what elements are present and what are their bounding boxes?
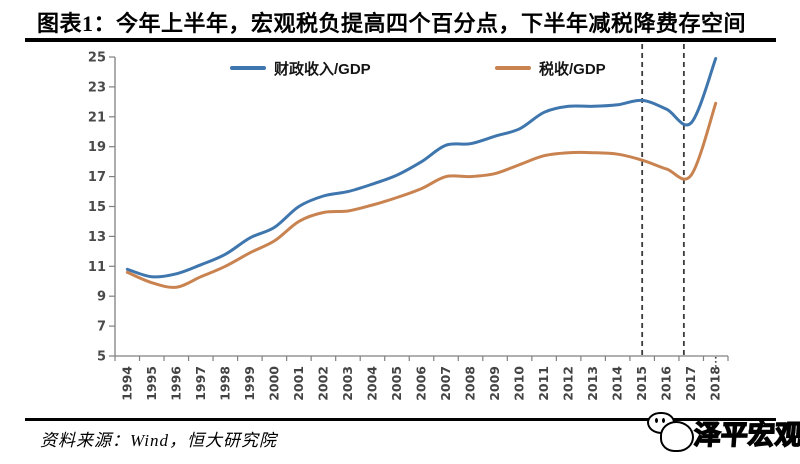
title-divider — [25, 38, 776, 42]
x-axis-label: 2006 — [414, 366, 429, 401]
legend-item-fiscal-revenue: 财政收入/GDP — [230, 60, 371, 78]
x-axis-label: 2007 — [438, 366, 453, 401]
x-axis-label: 1999 — [242, 366, 257, 401]
x-axis-label: 2011 — [536, 366, 551, 401]
y-axis-label: 25 — [88, 51, 106, 66]
y-axis-label: 17 — [88, 170, 106, 185]
mascot-icon — [647, 412, 694, 454]
x-axis-label: 2016 — [659, 366, 674, 401]
y-axis-label: 19 — [88, 140, 106, 155]
y-axis-label: 23 — [88, 80, 106, 95]
y-axis-label: 11 — [88, 260, 106, 275]
y-axis-label: 15 — [88, 200, 106, 215]
mascot-body-icon — [660, 421, 694, 452]
x-axis-label: 1998 — [217, 366, 232, 401]
x-axis-label: 2001 — [291, 366, 306, 401]
x-axis-label: 2008 — [463, 366, 478, 401]
legend-line-swatch-tax — [495, 66, 531, 70]
x-axis-label: 2010 — [512, 366, 527, 401]
y-axis-label: 7 — [97, 320, 106, 335]
series-line-fiscal-revenue — [125, 57, 718, 279]
y-axis-label: 9 — [97, 290, 106, 305]
series-line-tax — [125, 101, 718, 289]
x-axis-label: 2004 — [364, 366, 379, 401]
footer-divider — [25, 418, 776, 421]
figure-title: 图表1：今年上半年，宏观税负提高四个百分点，下半年减税降费存空间 — [37, 11, 747, 36]
x-axis-label: 2005 — [389, 366, 404, 401]
x-axis-label: 1997 — [193, 366, 208, 401]
brand-watermark: 泽平宏观 — [645, 406, 800, 458]
x-axis-label: 2002 — [315, 366, 330, 401]
legend-line-swatch-fiscal-revenue — [230, 66, 266, 70]
x-axis-label: 2015 — [634, 366, 649, 401]
x-axis-label: 2018 — [708, 366, 723, 401]
legend-label-fiscal-revenue: 财政收入/GDP — [274, 60, 371, 78]
legend-label-tax: 税收/GDP — [539, 60, 606, 78]
x-axis-label: 2003 — [340, 366, 355, 401]
x-axis-label: 2014 — [610, 366, 625, 401]
x-axis-label: 2009 — [487, 366, 502, 401]
source-note: 资料来源：Wind，恒大研究院 — [40, 431, 277, 450]
y-axis-label: 21 — [88, 110, 106, 125]
y-axis-label: 5 — [97, 350, 106, 365]
x-axis-label: 2017 — [683, 366, 698, 401]
x-axis-label: 2013 — [585, 366, 600, 401]
x-axis-label: 1995 — [144, 366, 159, 401]
x-axis-label: 2000 — [266, 366, 281, 401]
x-axis-label: 1994 — [119, 366, 134, 401]
brand-name: 泽平宏观 — [692, 419, 800, 450]
x-axis-label: 2012 — [561, 366, 576, 401]
x-axis-label: 1996 — [168, 366, 183, 401]
legend-item-tax: 税收/GDP — [495, 60, 606, 78]
y-axis-label: 13 — [88, 230, 106, 245]
